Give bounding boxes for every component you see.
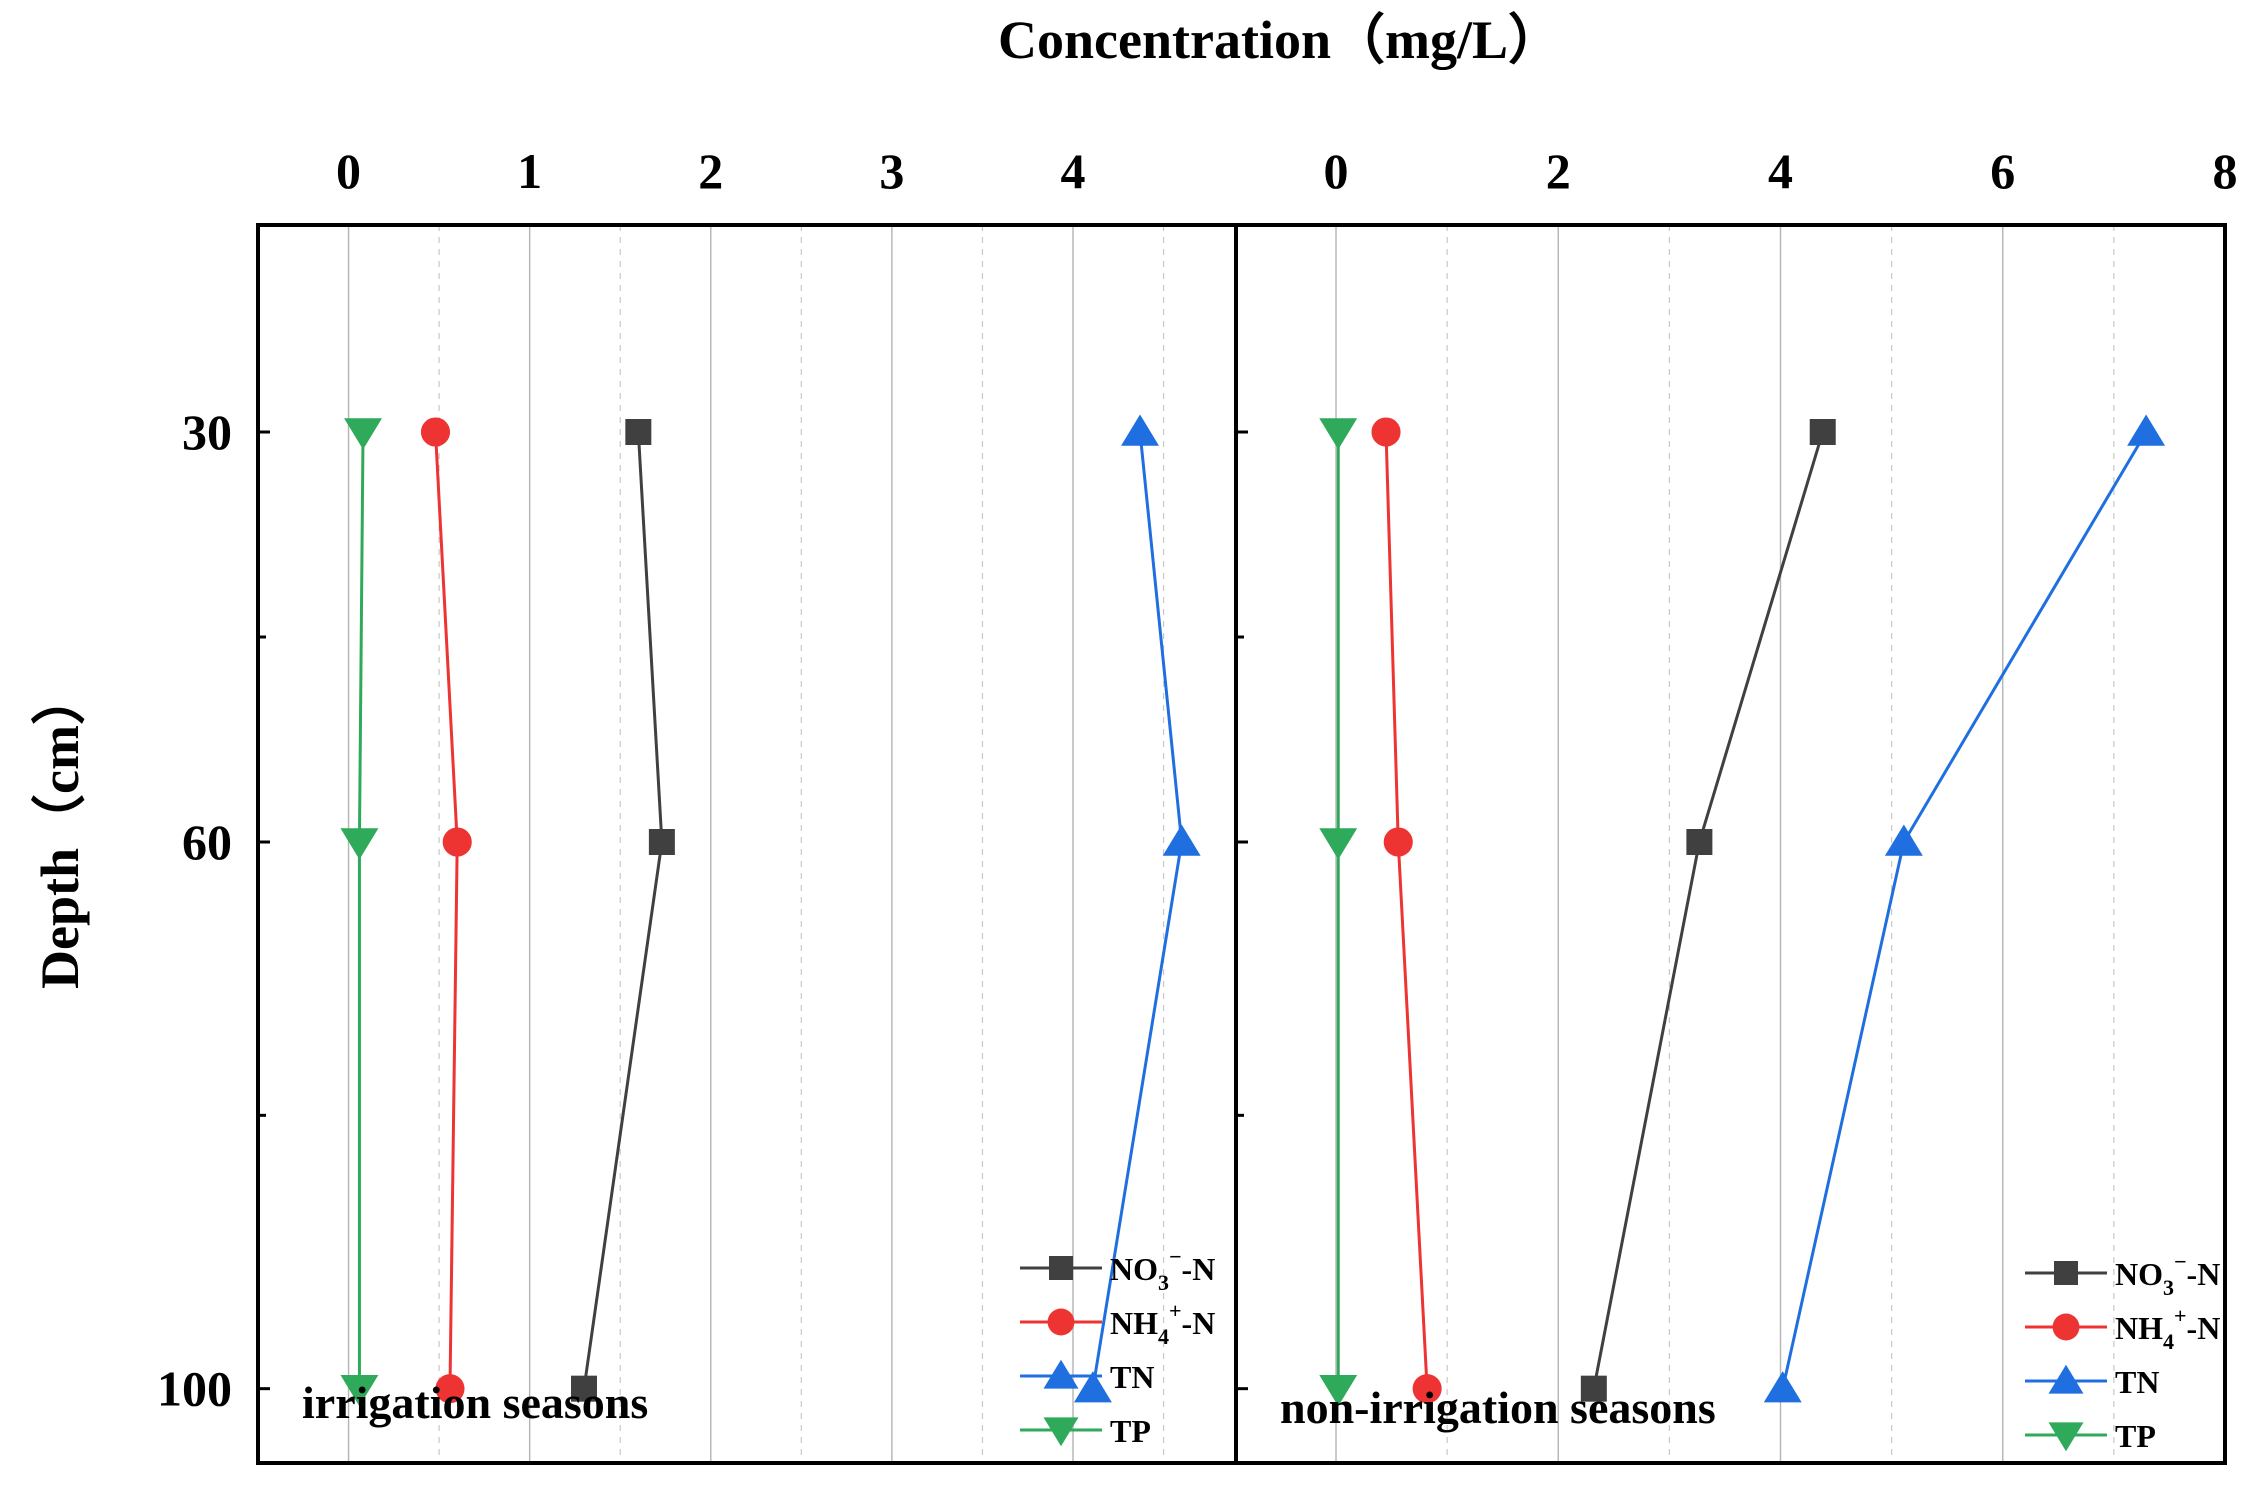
y-tick-label: 30	[182, 404, 232, 460]
y-tick-label: 100	[157, 1361, 232, 1417]
plot-frame	[256, 223, 1238, 1465]
data-point-tn	[1763, 1371, 1802, 1403]
legend-marker-no3	[1049, 1256, 1073, 1280]
legend-label-no3: NO3−-N	[2115, 1249, 2220, 1300]
series-line-no3	[582, 431, 664, 1389]
data-point-tn	[1121, 414, 1159, 446]
legend-label-nh4: NH4+-N	[1110, 1298, 1215, 1349]
data-point-nh4	[1412, 1374, 1442, 1404]
legend-label-tp: TP	[2115, 1418, 2156, 1454]
legend-item-no3: NO3−-N	[2025, 1249, 2220, 1300]
series-line-nh4	[1384, 431, 1429, 1389]
x-tick-label: 1	[517, 143, 542, 199]
data-point-no3	[571, 1375, 597, 1402]
data-point-no3	[1580, 1375, 1607, 1402]
legend-item-tn: TN	[2025, 1364, 2159, 1400]
legend-marker-tp	[1043, 1417, 1079, 1447]
data-point-nh4	[1383, 827, 1413, 857]
data-point-nh4	[435, 1374, 465, 1404]
legend-item-no3: NO3−-N	[1020, 1244, 1215, 1295]
data-point-tn	[1073, 1371, 1112, 1403]
x-tick-label: 2	[698, 143, 723, 199]
x-tick-label: 3	[879, 143, 904, 199]
data-point-tp	[340, 828, 379, 860]
data-point-tn	[1162, 824, 1201, 856]
x-tick-label: 4	[1061, 143, 1086, 199]
data-point-no3	[1686, 829, 1713, 855]
legend-label-tp: TP	[1110, 1413, 1151, 1449]
data-point-nh4	[420, 417, 451, 447]
series-line-no3	[1592, 431, 1825, 1389]
legend-item-tp: TP	[2025, 1418, 2156, 1454]
panel-label: irrigation seasons	[302, 1377, 648, 1428]
series-line-tp	[357, 431, 365, 1389]
plot-frame	[1234, 223, 2227, 1465]
data-point-tp	[1319, 418, 1358, 450]
legend-marker-tp	[2048, 1422, 2084, 1452]
x-tick-label: 8	[2213, 143, 2238, 199]
x-tick-label: 0	[1324, 143, 1349, 199]
legend-marker-tn	[1043, 1359, 1079, 1389]
data-point-tn	[2127, 414, 2166, 446]
data-point-tp	[344, 418, 382, 450]
chart-panel-1: 0 1 2 3 4 30 60 100 irrigation seasons NO3−-NNH4+…	[157, 143, 1238, 1465]
x-tick-label: 0	[336, 143, 361, 199]
legend-label-tn: TN	[2115, 1364, 2159, 1400]
legend-item-nh4: NH4+-N	[1020, 1298, 1215, 1349]
data-point-tp	[1319, 828, 1358, 860]
series-line-tn	[1781, 431, 2148, 1389]
legend-marker-tn	[2048, 1364, 2084, 1394]
x-tick-label: 4	[1768, 143, 1793, 199]
panel-label: non-irrigation seasons	[1280, 1382, 1716, 1433]
legend-label-nh4: NH4+-N	[2115, 1303, 2220, 1354]
data-point-tp	[340, 1374, 379, 1407]
x-tick-label: 6	[1990, 143, 2015, 199]
y-tick-label: 60	[182, 814, 232, 870]
data-point-tn	[1884, 824, 1923, 856]
x-tick-label: 2	[1546, 143, 1571, 199]
legend-marker-no3	[2054, 1261, 2078, 1285]
x-axis-title: Concentration（mg/L）	[998, 10, 1562, 70]
legend-label-no3: NO3−-N	[1110, 1244, 1215, 1295]
legend-item-tp: TP	[1020, 1413, 1151, 1449]
data-point-no3	[625, 419, 652, 445]
legend-marker-nh4	[1047, 1308, 1075, 1336]
legend-item-nh4: NH4+-N	[2025, 1303, 2220, 1354]
y-axis-title: Depth（cm）	[30, 671, 90, 989]
data-point-no3	[648, 829, 675, 855]
data-point-nh4	[1371, 417, 1401, 447]
legend-item-tn: TN	[1020, 1359, 1154, 1395]
data-point-tp	[1319, 1374, 1358, 1407]
legend-marker-nh4	[2052, 1313, 2080, 1341]
data-point-no3	[1809, 419, 1836, 445]
data-point-nh4	[442, 827, 472, 857]
legend-label-tn: TN	[1110, 1359, 1154, 1395]
